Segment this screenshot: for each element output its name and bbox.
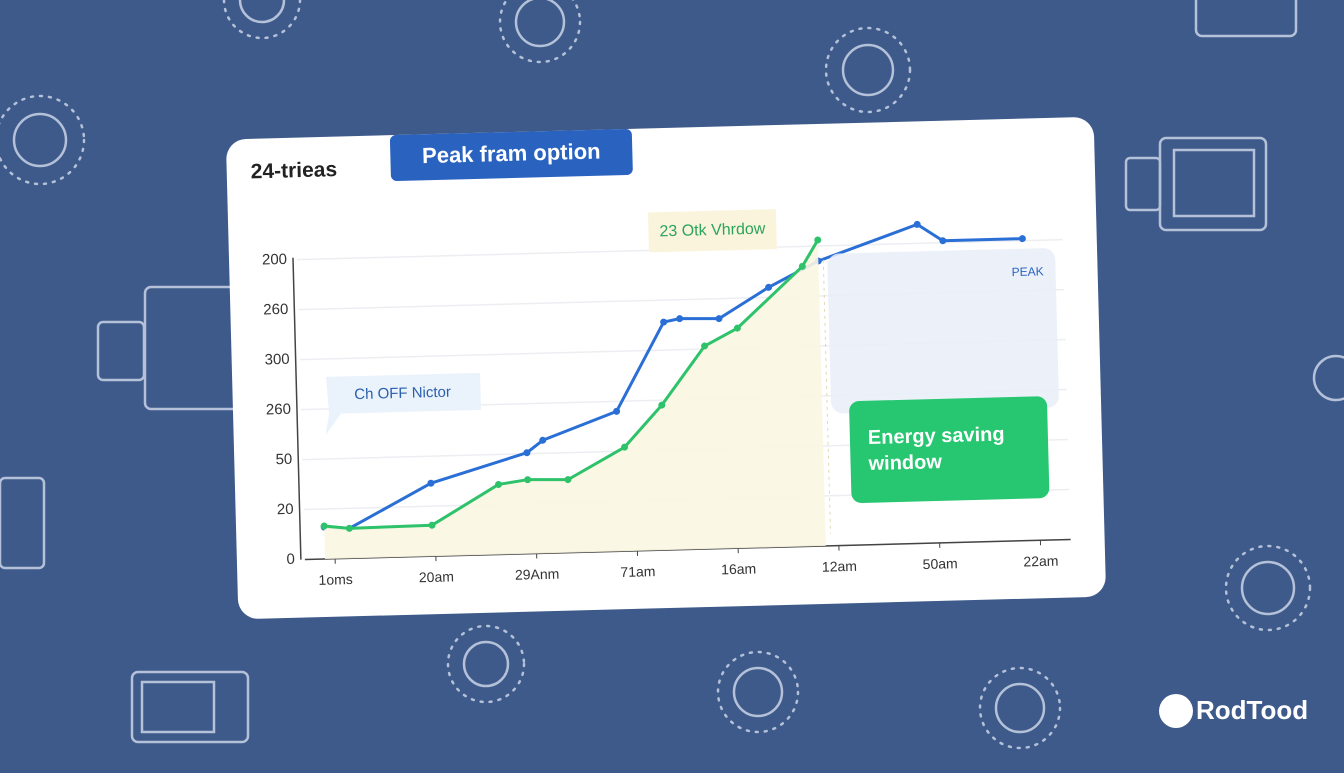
y-tick-label: 200	[262, 251, 287, 269]
x-tick-label: 20am	[419, 568, 454, 585]
card-group: 0 20 50 260 300 260 200 1oms 20am 29Anm 71am 16am 12…	[226, 117, 1106, 620]
callout-label: Ch OFF Nictor	[354, 384, 451, 404]
brand-icon	[1159, 694, 1193, 728]
x-tick-label: 50am	[922, 555, 957, 572]
x-tick-label: 22am	[1023, 553, 1058, 570]
x-tick-label: 16am	[721, 560, 756, 577]
x-tick-label: 71am	[620, 563, 655, 580]
x-tick-label: 1oms	[318, 571, 353, 588]
peak-label: PEAK	[1011, 264, 1043, 279]
y-tick-label: 260	[263, 301, 288, 319]
window-label: 23 Otk Vhrdow	[659, 221, 766, 241]
y-tick-label: 20	[277, 501, 294, 518]
chart-title: 24-trieas	[250, 158, 337, 183]
y-tick-label: 0	[286, 551, 295, 568]
y-tick-label: 300	[264, 351, 289, 369]
tag-label: Peak fram option	[422, 138, 601, 168]
y-tick-label: 50	[275, 451, 292, 468]
x-tick-label: 29Anm	[515, 566, 560, 583]
saving-label: window	[867, 451, 942, 475]
saving-label: Energy saving	[868, 423, 1005, 449]
brand: RodTood	[1196, 695, 1308, 725]
x-tick-label: 12am	[822, 558, 857, 575]
y-tick-label: 260	[266, 401, 291, 419]
saving-box	[849, 396, 1050, 503]
